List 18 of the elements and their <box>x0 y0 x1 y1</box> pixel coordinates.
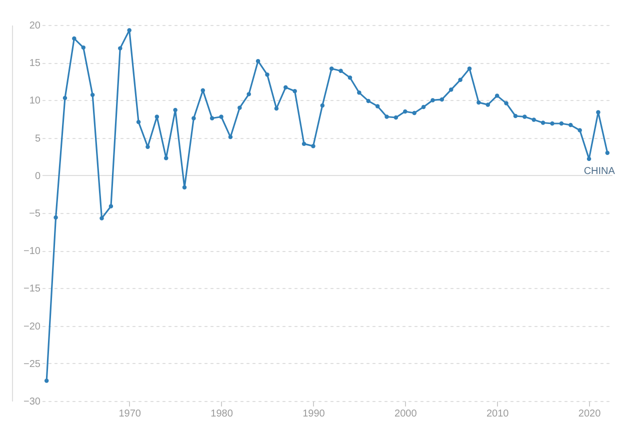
x-tick-label: 2000 <box>394 408 418 420</box>
series-label: CHINA <box>584 166 616 177</box>
x-tick-label: 1990 <box>302 408 326 420</box>
x-tick-label: 2020 <box>578 408 602 420</box>
y-tick-label: −20 <box>24 321 41 332</box>
x-tick-label: 2010 <box>486 408 510 420</box>
y-tick-label: 15 <box>29 58 41 70</box>
y-tick-label: −15 <box>24 284 41 295</box>
y-tick-label: −10 <box>24 246 41 258</box>
y-tick-label: 10 <box>29 96 41 107</box>
y-tick-label: 0 <box>34 170 41 182</box>
y-tick-label: 20 <box>29 20 41 32</box>
y-tick-label: −30 <box>24 396 41 408</box>
y-tick-label: −25 <box>24 358 41 370</box>
x-tick-label: 1980 <box>210 408 234 420</box>
y-tick-label: −5 <box>29 208 41 220</box>
y-tick-label: 5 <box>34 133 41 144</box>
x-tick-label: 1970 <box>118 408 142 420</box>
